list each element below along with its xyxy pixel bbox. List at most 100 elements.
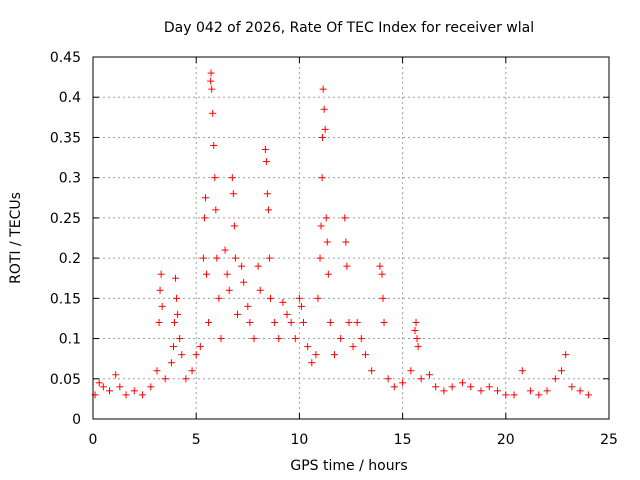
data-point [230, 222, 238, 230]
data-point [256, 286, 264, 294]
data-point [221, 246, 229, 254]
data-point [213, 254, 221, 262]
data-point [318, 174, 326, 182]
data-point [240, 278, 248, 286]
data-point [551, 375, 559, 383]
x-tick-label: 20 [497, 432, 515, 448]
data-point [543, 387, 551, 395]
data-point [225, 286, 233, 294]
data-point [558, 367, 566, 375]
data-point [262, 158, 270, 166]
data-point [106, 387, 114, 395]
data-point [308, 359, 316, 367]
data-point [156, 286, 164, 294]
data-point [412, 318, 420, 326]
data-point [182, 375, 190, 383]
data-point [173, 294, 181, 302]
data-point [425, 371, 433, 379]
data-point [167, 359, 175, 367]
y-tick-label: 0.35 [50, 130, 81, 146]
data-point [417, 375, 425, 383]
data-point [361, 351, 369, 359]
data-point [209, 109, 217, 117]
data-point [535, 391, 543, 399]
data-point [378, 270, 386, 278]
data-point [250, 335, 258, 343]
data-point [99, 383, 107, 391]
data-point [267, 294, 275, 302]
data-point [112, 371, 120, 379]
data-point [297, 302, 305, 310]
data-point [368, 367, 376, 375]
data-point [295, 294, 303, 302]
y-tick-label: 0.15 [50, 291, 81, 307]
data-point [320, 105, 328, 113]
y-tick-label: 0.25 [50, 211, 81, 227]
data-point [275, 335, 283, 343]
x-tick-label: 25 [600, 432, 618, 448]
data-point [353, 318, 361, 326]
y-tick-label: 0 [72, 412, 81, 428]
y-tick-label: 0.2 [59, 251, 81, 267]
axis-ticks: 0 0.05 0.1 0.15 0.2 0.25 0.3 0.35 0.4 0.45 0 5 10 15 2… [50, 50, 618, 448]
data-point [448, 383, 456, 391]
data-points [91, 69, 592, 399]
data-point [330, 351, 338, 359]
data-point [172, 274, 180, 282]
data-point [510, 391, 518, 399]
y-axis-label: ROTI / TECUs [8, 192, 24, 284]
data-point [337, 335, 345, 343]
data-point [139, 391, 147, 399]
data-point [287, 318, 295, 326]
data-point [304, 343, 312, 351]
data-point [265, 254, 273, 262]
data-point [95, 379, 103, 387]
data-point [233, 310, 241, 318]
data-point [477, 387, 485, 395]
data-point [321, 125, 329, 133]
data-point [414, 343, 422, 351]
data-point [345, 318, 353, 326]
data-point [215, 294, 223, 302]
data-point [169, 343, 177, 351]
chart-title: Day 042 of 2026, Rate Of TEC Index for r… [164, 20, 534, 36]
data-point [384, 375, 392, 383]
data-point [413, 335, 421, 343]
data-point [192, 351, 200, 359]
data-point [440, 387, 448, 395]
data-point [300, 318, 308, 326]
y-tick-label: 0.3 [59, 171, 81, 187]
data-point [376, 262, 384, 270]
data-point [200, 214, 208, 222]
data-point [229, 190, 237, 198]
data-point [390, 383, 398, 391]
data-point [223, 270, 231, 278]
data-point [231, 254, 239, 262]
data-point [411, 327, 419, 335]
x-tick-label: 10 [290, 432, 308, 448]
data-point [178, 351, 186, 359]
x-tick-label: 0 [89, 432, 98, 448]
data-point [217, 335, 225, 343]
data-point [319, 133, 327, 141]
data-point [527, 387, 535, 395]
data-point [341, 214, 349, 222]
data-point [326, 318, 334, 326]
data-point [211, 174, 219, 182]
y-tick-label: 0.4 [59, 90, 81, 106]
data-point [323, 238, 331, 246]
data-point [203, 270, 211, 278]
data-point [343, 262, 351, 270]
data-point [319, 85, 327, 93]
data-point [562, 351, 570, 359]
data-point [279, 298, 287, 306]
data-point [316, 254, 324, 262]
data-point [584, 391, 592, 399]
data-point [153, 367, 161, 375]
data-point [399, 379, 407, 387]
data-point [322, 214, 330, 222]
y-tick-label: 0.1 [59, 332, 81, 348]
grid [93, 57, 609, 419]
data-point [407, 367, 415, 375]
